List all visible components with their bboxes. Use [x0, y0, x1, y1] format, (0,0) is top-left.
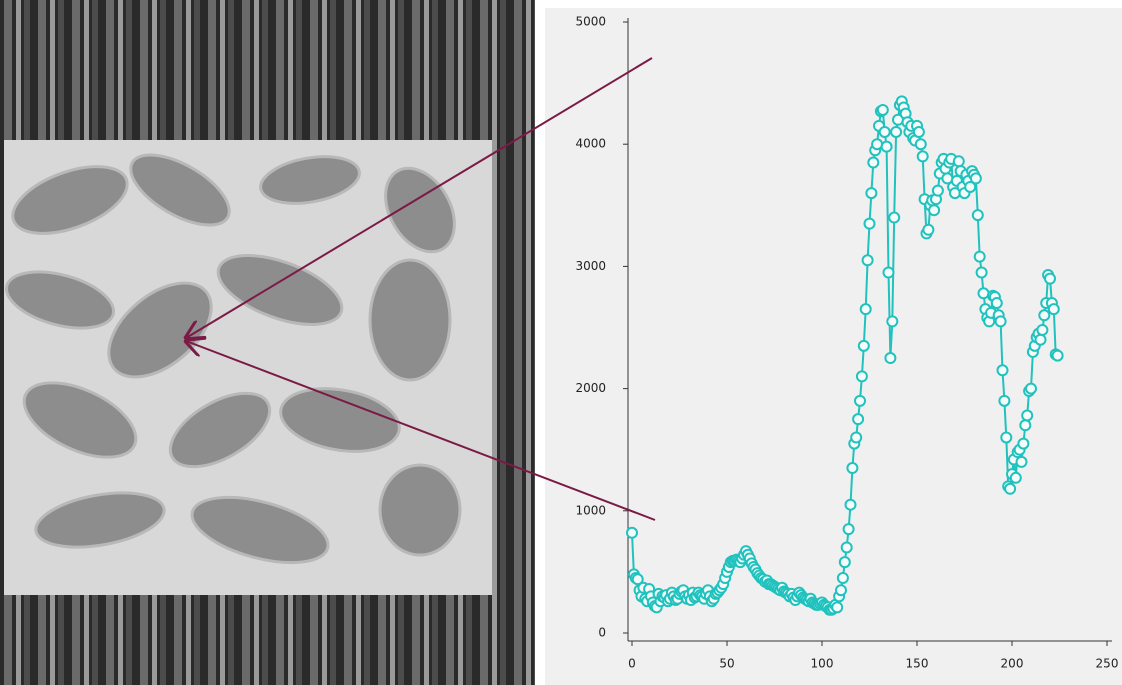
data-point	[977, 287, 990, 300]
data-point	[998, 394, 1011, 407]
data-point	[1015, 455, 1028, 468]
data-point	[867, 156, 880, 169]
data-point	[626, 526, 638, 539]
data-point	[1019, 419, 1032, 432]
y-tick-label: 1000	[575, 503, 606, 517]
arrows	[186, 57, 656, 521]
data-point	[1004, 482, 1017, 495]
data-point	[973, 250, 986, 263]
data-point	[914, 138, 927, 151]
data-point	[871, 138, 884, 151]
data-point	[1044, 272, 1056, 285]
y-tick-label: 0	[598, 626, 606, 640]
data-point	[1017, 437, 1030, 450]
arrow	[186, 341, 656, 521]
data-point	[1038, 309, 1051, 322]
data-point	[876, 103, 889, 116]
data-point	[890, 125, 903, 138]
data-point	[859, 303, 872, 316]
data-point	[880, 140, 893, 153]
y-tick-label: 3000	[575, 259, 606, 273]
data-point	[631, 573, 644, 586]
data-point	[996, 364, 1009, 377]
y-tick-label: 5000	[575, 15, 606, 29]
arrow	[186, 57, 653, 338]
plot-panel	[545, 8, 1122, 685]
data-point	[928, 204, 941, 217]
data-point	[861, 254, 874, 267]
data-point	[975, 266, 988, 279]
x-tick-label: 50	[719, 657, 734, 671]
axes: 0 1000 2000 3000 4000 5000 0 50 100 150 200 250	[575, 15, 1118, 671]
data-point	[1021, 409, 1034, 422]
data-point	[1025, 382, 1037, 395]
data-point	[878, 125, 891, 138]
photo	[0, 0, 535, 685]
data-point	[884, 352, 897, 365]
data-point	[1000, 431, 1013, 444]
data-point	[1034, 333, 1047, 346]
plot	[626, 95, 1064, 616]
y-tick-label: 2000	[575, 381, 606, 395]
data-point	[912, 125, 925, 138]
data-point	[852, 413, 865, 426]
data-point	[888, 211, 901, 224]
data-point	[831, 601, 844, 614]
data-point	[863, 217, 876, 230]
data-point	[964, 180, 977, 193]
data-point	[865, 187, 878, 200]
data-point	[922, 223, 935, 236]
x-tick-label: 150	[906, 657, 929, 671]
data-point	[916, 150, 929, 163]
data-point	[835, 584, 847, 597]
data-point	[854, 394, 866, 407]
x-tick-label: 200	[1001, 657, 1024, 671]
data-point	[971, 209, 984, 222]
data-point	[931, 184, 944, 197]
data-point	[1036, 323, 1049, 336]
data-point	[1047, 303, 1060, 316]
data-point	[886, 315, 899, 328]
y-tick-label: 4000	[575, 137, 606, 151]
data-point	[836, 572, 849, 585]
data-point	[1009, 471, 1022, 484]
x-tick-label: 0	[628, 657, 636, 671]
data-point	[846, 462, 859, 475]
data-point	[990, 297, 1003, 310]
data-point	[844, 498, 857, 511]
x-tick-label: 250	[1096, 657, 1119, 671]
x-tick-label: 100	[811, 657, 834, 671]
data-point	[838, 556, 851, 569]
data-point	[952, 155, 965, 168]
data-point	[857, 339, 870, 352]
data-point	[994, 315, 1007, 328]
data-point	[850, 431, 863, 444]
data-point	[1051, 349, 1064, 362]
data-point	[969, 172, 982, 185]
data-point	[842, 523, 855, 536]
data-point	[840, 541, 853, 554]
data-point	[882, 266, 895, 279]
data-point	[855, 370, 868, 383]
